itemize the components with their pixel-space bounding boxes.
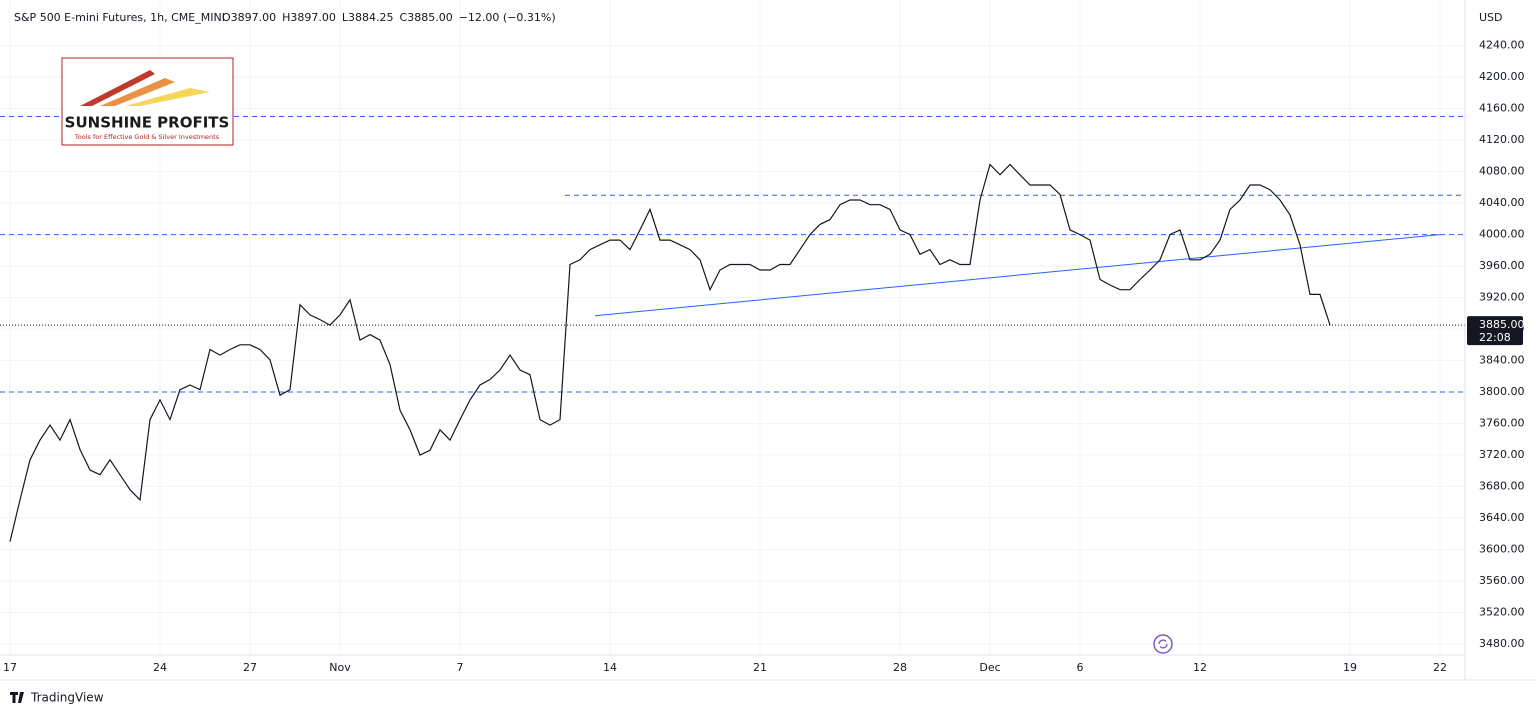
ohlc-value: L3884.25 bbox=[342, 11, 394, 24]
icon-arrows[interactable] bbox=[1158, 639, 1168, 649]
x-tick-label: 28 bbox=[893, 661, 907, 674]
y-tick-label: 4080.00 bbox=[1479, 165, 1525, 178]
y-tick-label: 4240.00 bbox=[1479, 39, 1525, 52]
price-line bbox=[9, 163, 1331, 542]
brand-name: TradingView bbox=[30, 691, 104, 705]
ohlc-value: C3885.00 bbox=[400, 11, 453, 24]
y-tick-label: 4040.00 bbox=[1479, 196, 1525, 209]
y-tick-label: 4120.00 bbox=[1479, 133, 1525, 146]
y-tick-label: 3560.00 bbox=[1479, 574, 1525, 587]
x-tick-label: Dec bbox=[979, 661, 1000, 674]
x-tick-label: 7 bbox=[457, 661, 464, 674]
x-tick-label: 17 bbox=[3, 661, 17, 674]
x-tick-label: 19 bbox=[1343, 661, 1357, 674]
ohlc-value: O3897.00 bbox=[222, 11, 276, 24]
y-tick-label: 4160.00 bbox=[1479, 102, 1525, 115]
y-tick-label: 3720.00 bbox=[1479, 448, 1525, 461]
x-tick-label: 14 bbox=[603, 661, 617, 674]
logo: SUNSHINE PROFITS Tools for Effective Gol… bbox=[61, 57, 234, 146]
x-tick-label: 24 bbox=[153, 661, 167, 674]
logo-swoosh bbox=[100, 78, 175, 106]
y-tick-label: 3920.00 bbox=[1479, 291, 1525, 304]
footer-brand: TradingView bbox=[10, 691, 104, 705]
trend-line bbox=[594, 234, 1441, 317]
y-tick-label: 3680.00 bbox=[1479, 480, 1525, 493]
x-tick-label: 22 bbox=[1433, 661, 1447, 674]
x-tick-label: 6 bbox=[1077, 661, 1084, 674]
logo-name: SUNSHINE PROFITS bbox=[65, 114, 230, 132]
y-tick-label: 3760.00 bbox=[1479, 417, 1525, 430]
ohlc-value: H3897.00 bbox=[282, 11, 336, 24]
y-tick-label: 3520.00 bbox=[1479, 605, 1525, 618]
x-tick-label: 27 bbox=[243, 661, 257, 674]
axes: 3480.00 3520.00 3560.00 3600.00 3640.00 3680.… bbox=[3, 39, 1525, 674]
y-tick-label: 3960.00 bbox=[1479, 259, 1525, 272]
icon-circle[interactable] bbox=[1153, 634, 1173, 654]
y-tick-label: 3600.00 bbox=[1479, 543, 1525, 556]
y-tick-label: 4200.00 bbox=[1479, 70, 1525, 83]
brand-icon bbox=[10, 692, 24, 703]
ohlc-value: −12.00 (−0.31%) bbox=[459, 11, 556, 24]
logo-swoosh bbox=[125, 88, 210, 106]
ohlc-values: O3897.00 H3897.00 L3884.25 C3885.00 −12.00 (… bbox=[222, 11, 556, 24]
chart-title: S&P 500 E-mini Futures, 1h, CME_MINI bbox=[14, 11, 225, 24]
logo-swoosh bbox=[80, 70, 155, 106]
last-price-box bbox=[1467, 316, 1523, 346]
y-tick-label: 3640.00 bbox=[1479, 511, 1525, 524]
y-tick-label: 4000.00 bbox=[1479, 228, 1525, 241]
y-tick-label: 3480.00 bbox=[1479, 637, 1525, 650]
x-tick-label: 21 bbox=[753, 661, 767, 674]
countdown: 22:08 bbox=[1479, 331, 1511, 344]
x-tick-label: 12 bbox=[1193, 661, 1207, 674]
last-price-label: 3885.00 bbox=[1479, 318, 1525, 331]
y-tick-label: 3800.00 bbox=[1479, 385, 1525, 398]
logo-tagline: Tools for Effective Gold & Silver Invest… bbox=[74, 133, 220, 141]
currency: USD bbox=[1479, 11, 1503, 24]
replay-icon[interactable] bbox=[1153, 634, 1173, 654]
x-tick-label: Nov bbox=[329, 661, 351, 674]
y-tick-label: 3840.00 bbox=[1479, 354, 1525, 367]
plot bbox=[0, 116, 1465, 542]
